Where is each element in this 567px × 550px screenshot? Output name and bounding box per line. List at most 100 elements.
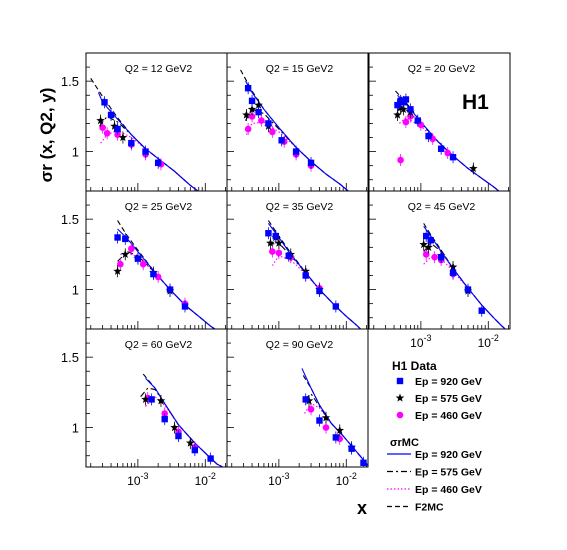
point-575 [469,163,478,173]
point-460 [444,149,451,157]
h1-logo: H1 [462,91,489,114]
y-tick-label: 1.5 [61,74,79,89]
point-575 [399,104,408,113]
point-460 [128,245,135,253]
panel-label: Q2 = 60 GeV2 [125,339,193,351]
legend-mc-label: F2MC [415,502,444,514]
point-460 [258,117,265,124]
curve-mc-920 [423,225,507,329]
point-920 [150,270,157,278]
point-460 [117,260,124,268]
point-460 [422,251,430,258]
legend-marker-square [396,377,404,385]
x-tick-label: 10-2 [195,471,216,488]
point-920 [302,272,309,279]
point-460 [402,118,410,126]
curve-mc-920 [245,80,350,191]
y-tick-label: 1 [72,145,79,160]
point-920 [425,132,432,140]
point-920 [423,232,430,240]
point-575 [170,423,179,432]
point-460 [269,248,276,255]
point-920 [302,396,309,403]
point-575 [118,132,128,142]
x-tick-label: 10-2 [336,471,357,488]
point-920 [316,287,323,295]
point-920 [248,97,256,105]
point-920 [107,111,115,119]
point-920 [134,255,142,262]
panel-8: Q2 = 90 GeV2 [226,328,369,468]
point-920 [154,159,162,167]
point-575 [321,413,331,422]
point-460 [307,405,315,413]
panel-grid: Q2 = 12 GeV2 1.5 1 Q2 = 15 GeV2 Q2 = 20 GeV2… [61,52,511,488]
point-920 [278,137,285,144]
point-920 [414,117,421,124]
legend-marker-circle [396,411,404,419]
point-575 [141,394,150,404]
curve-mc-920 [117,228,216,329]
point-460 [269,128,276,136]
point-920 [478,307,485,314]
point-575 [242,110,251,119]
curve-f2 [240,69,350,191]
point-920 [114,125,121,133]
panel-5: Q2 = 35 GeV2 [226,190,369,330]
point-920 [437,145,445,152]
point-920 [332,303,340,310]
point-575 [419,240,428,249]
curve-mc-920 [267,223,362,329]
panel-3: Q2 = 20 GeV2 [368,52,511,192]
point-460 [248,113,256,120]
curve-mc-920 [97,92,199,191]
point-920 [437,253,445,261]
panel-4: Q2 = 25 GeV2 1.5 1 [61,190,228,330]
point-575 [113,266,122,275]
panel-label: Q2 = 12 GeV2 [125,63,193,75]
x-tick-label: 10-3 [268,471,289,488]
point-460 [275,249,283,257]
point-575 [304,396,314,405]
legend-data-label: Ep = 575 GeV [415,393,482,405]
point-920 [360,459,367,466]
point-920 [394,101,401,109]
point-460 [397,156,404,164]
point-920 [175,432,182,440]
point-920 [449,154,457,161]
point-575 [335,425,345,435]
panel-frame [368,190,511,330]
point-920 [307,159,315,167]
legend-data-label: Ep = 920 GeV [415,376,482,388]
point-575 [448,262,458,271]
curve-mc-460 [100,129,199,191]
panel-label: Q2 = 15 GeV2 [266,63,334,75]
point-460 [431,253,438,261]
legend-mc-label: Ep = 920 GeV [415,449,482,461]
point-920 [114,234,121,241]
curve-f2 [117,220,216,329]
point-920 [128,139,135,147]
curve-f2 [90,78,199,191]
point-575 [393,110,402,119]
point-920 [191,446,199,454]
legend-mc-title: σrMC [390,437,419,449]
point-920 [402,96,410,103]
point-575 [266,238,275,247]
legend-mc-label: Ep = 575 GeV [415,467,482,479]
curve-mc-460 [245,121,350,191]
panel-label: Q2 = 35 GeV2 [266,201,334,213]
point-920 [265,120,272,127]
legend-data-label: Ep = 460 GeV [415,410,482,422]
y-tick-label: 1.5 [61,212,79,227]
point-460 [322,424,330,431]
point-920 [122,235,129,243]
point-920 [265,230,272,237]
point-575 [254,100,263,109]
panel-frame [226,328,369,468]
point-575 [424,242,433,251]
point-460 [139,260,147,268]
point-920 [449,269,457,276]
point-920 [464,286,472,293]
